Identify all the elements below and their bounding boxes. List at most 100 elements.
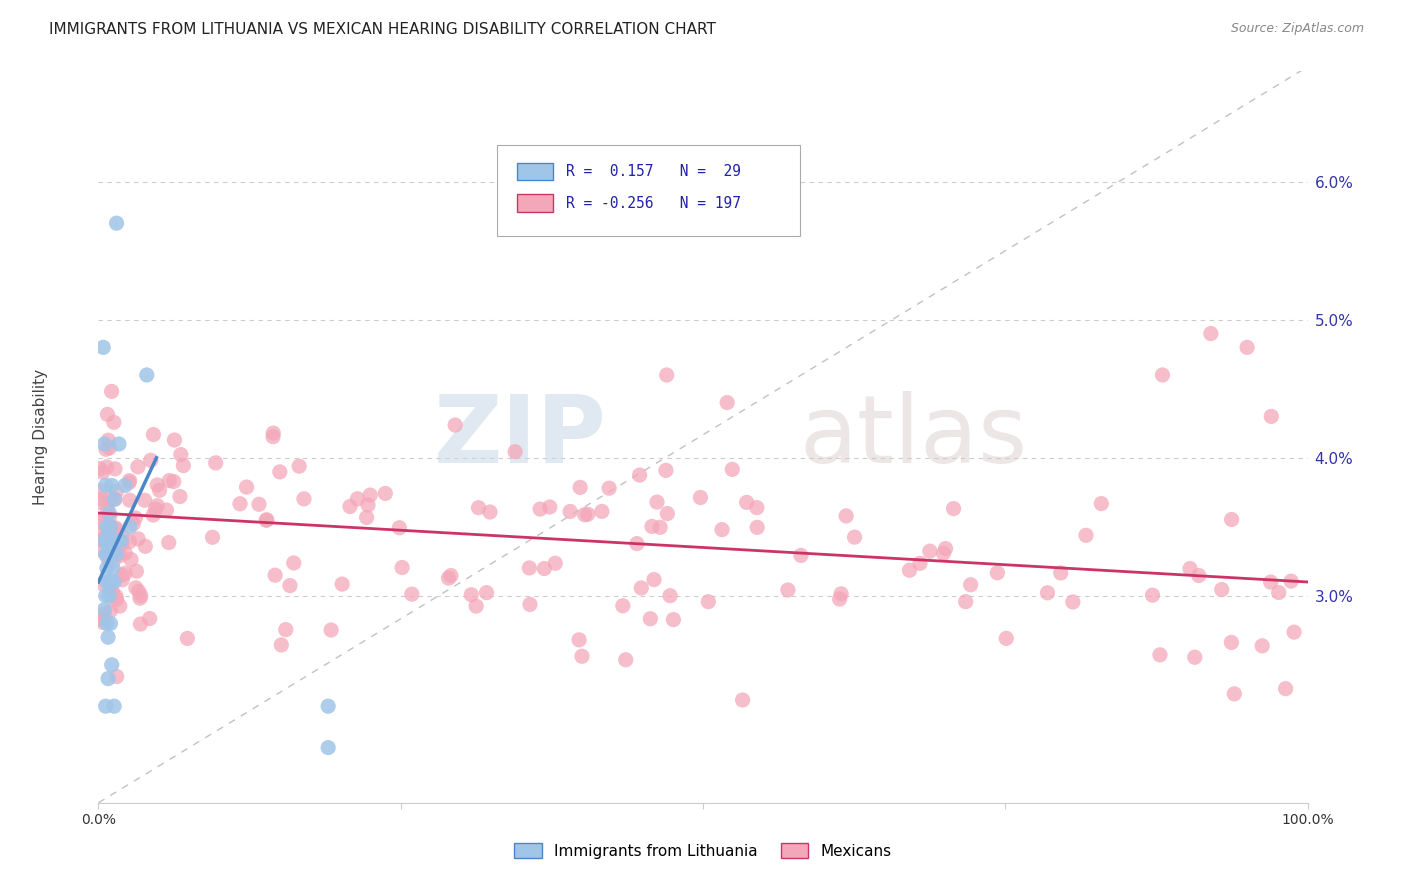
Point bbox=[716, 395, 738, 409]
Point bbox=[98, 533, 121, 548]
Point bbox=[89, 533, 111, 548]
Point bbox=[94, 699, 117, 714]
Point bbox=[319, 623, 342, 637]
Point bbox=[626, 536, 648, 550]
Point bbox=[103, 574, 125, 589]
Point bbox=[163, 433, 186, 447]
Point bbox=[264, 568, 287, 582]
Point bbox=[139, 453, 162, 467]
Point bbox=[478, 505, 501, 519]
Point bbox=[1279, 574, 1302, 588]
Point bbox=[96, 408, 118, 422]
Point bbox=[146, 478, 169, 492]
Point bbox=[346, 491, 368, 506]
Point bbox=[569, 480, 592, 494]
Point bbox=[1090, 497, 1112, 511]
Point bbox=[844, 530, 866, 544]
Point bbox=[169, 490, 191, 504]
Point bbox=[134, 493, 156, 508]
Point bbox=[157, 474, 180, 488]
Point bbox=[932, 546, 955, 560]
Point bbox=[745, 500, 768, 515]
Point bbox=[118, 520, 141, 534]
Point bbox=[1199, 326, 1222, 341]
Point bbox=[614, 653, 637, 667]
Point bbox=[93, 607, 115, 621]
Point bbox=[959, 578, 981, 592]
Point bbox=[111, 529, 134, 543]
Point bbox=[1142, 588, 1164, 602]
Point bbox=[942, 501, 965, 516]
Point bbox=[641, 519, 664, 533]
Point bbox=[544, 556, 567, 570]
Point bbox=[122, 516, 145, 531]
Point bbox=[91, 533, 114, 547]
Point bbox=[533, 561, 555, 575]
Point bbox=[100, 478, 122, 492]
Point bbox=[558, 504, 581, 518]
Point bbox=[630, 581, 652, 595]
Point bbox=[1178, 561, 1201, 575]
Point bbox=[655, 463, 678, 477]
Point bbox=[145, 502, 167, 516]
Point bbox=[731, 693, 754, 707]
Point bbox=[110, 533, 132, 548]
Point bbox=[118, 534, 141, 549]
Point bbox=[93, 437, 115, 451]
Point bbox=[465, 599, 488, 613]
Point bbox=[1211, 582, 1233, 597]
Point bbox=[776, 582, 799, 597]
Point bbox=[655, 368, 678, 382]
Point bbox=[401, 587, 423, 601]
Point bbox=[98, 441, 121, 455]
Point bbox=[440, 568, 463, 582]
Point bbox=[1049, 566, 1071, 580]
Point bbox=[790, 549, 813, 563]
Point bbox=[598, 481, 620, 495]
Point bbox=[1260, 409, 1282, 424]
Point bbox=[1036, 586, 1059, 600]
Point bbox=[98, 506, 121, 520]
Point bbox=[1260, 575, 1282, 590]
Point bbox=[91, 340, 114, 354]
Point bbox=[274, 623, 297, 637]
Point bbox=[571, 649, 593, 664]
Point bbox=[918, 544, 941, 558]
Point bbox=[1267, 585, 1289, 599]
Point bbox=[1220, 635, 1243, 649]
FancyBboxPatch shape bbox=[517, 194, 553, 211]
Point bbox=[830, 587, 852, 601]
Point bbox=[105, 589, 128, 603]
Point bbox=[1220, 512, 1243, 526]
Point bbox=[163, 475, 186, 489]
Point bbox=[828, 592, 851, 607]
Point bbox=[330, 577, 353, 591]
Point bbox=[374, 486, 396, 500]
Point bbox=[94, 548, 117, 562]
Point bbox=[747, 520, 769, 534]
Point bbox=[460, 588, 482, 602]
Point bbox=[103, 699, 125, 714]
Point bbox=[118, 493, 141, 508]
Point bbox=[640, 612, 662, 626]
Point bbox=[93, 533, 115, 548]
Point bbox=[96, 520, 118, 534]
Point bbox=[519, 598, 541, 612]
Point bbox=[576, 507, 599, 521]
Point bbox=[97, 527, 120, 541]
Point bbox=[107, 533, 129, 548]
Point bbox=[98, 509, 121, 524]
Point bbox=[662, 613, 685, 627]
FancyBboxPatch shape bbox=[498, 145, 800, 235]
Point bbox=[391, 560, 413, 574]
Point bbox=[97, 533, 120, 548]
Point bbox=[96, 574, 118, 589]
Point bbox=[93, 602, 115, 616]
Point bbox=[100, 657, 122, 672]
Point bbox=[316, 699, 339, 714]
Point bbox=[101, 555, 124, 569]
Point bbox=[229, 497, 252, 511]
Point bbox=[612, 599, 634, 613]
Point bbox=[339, 500, 361, 514]
Point bbox=[908, 557, 931, 571]
